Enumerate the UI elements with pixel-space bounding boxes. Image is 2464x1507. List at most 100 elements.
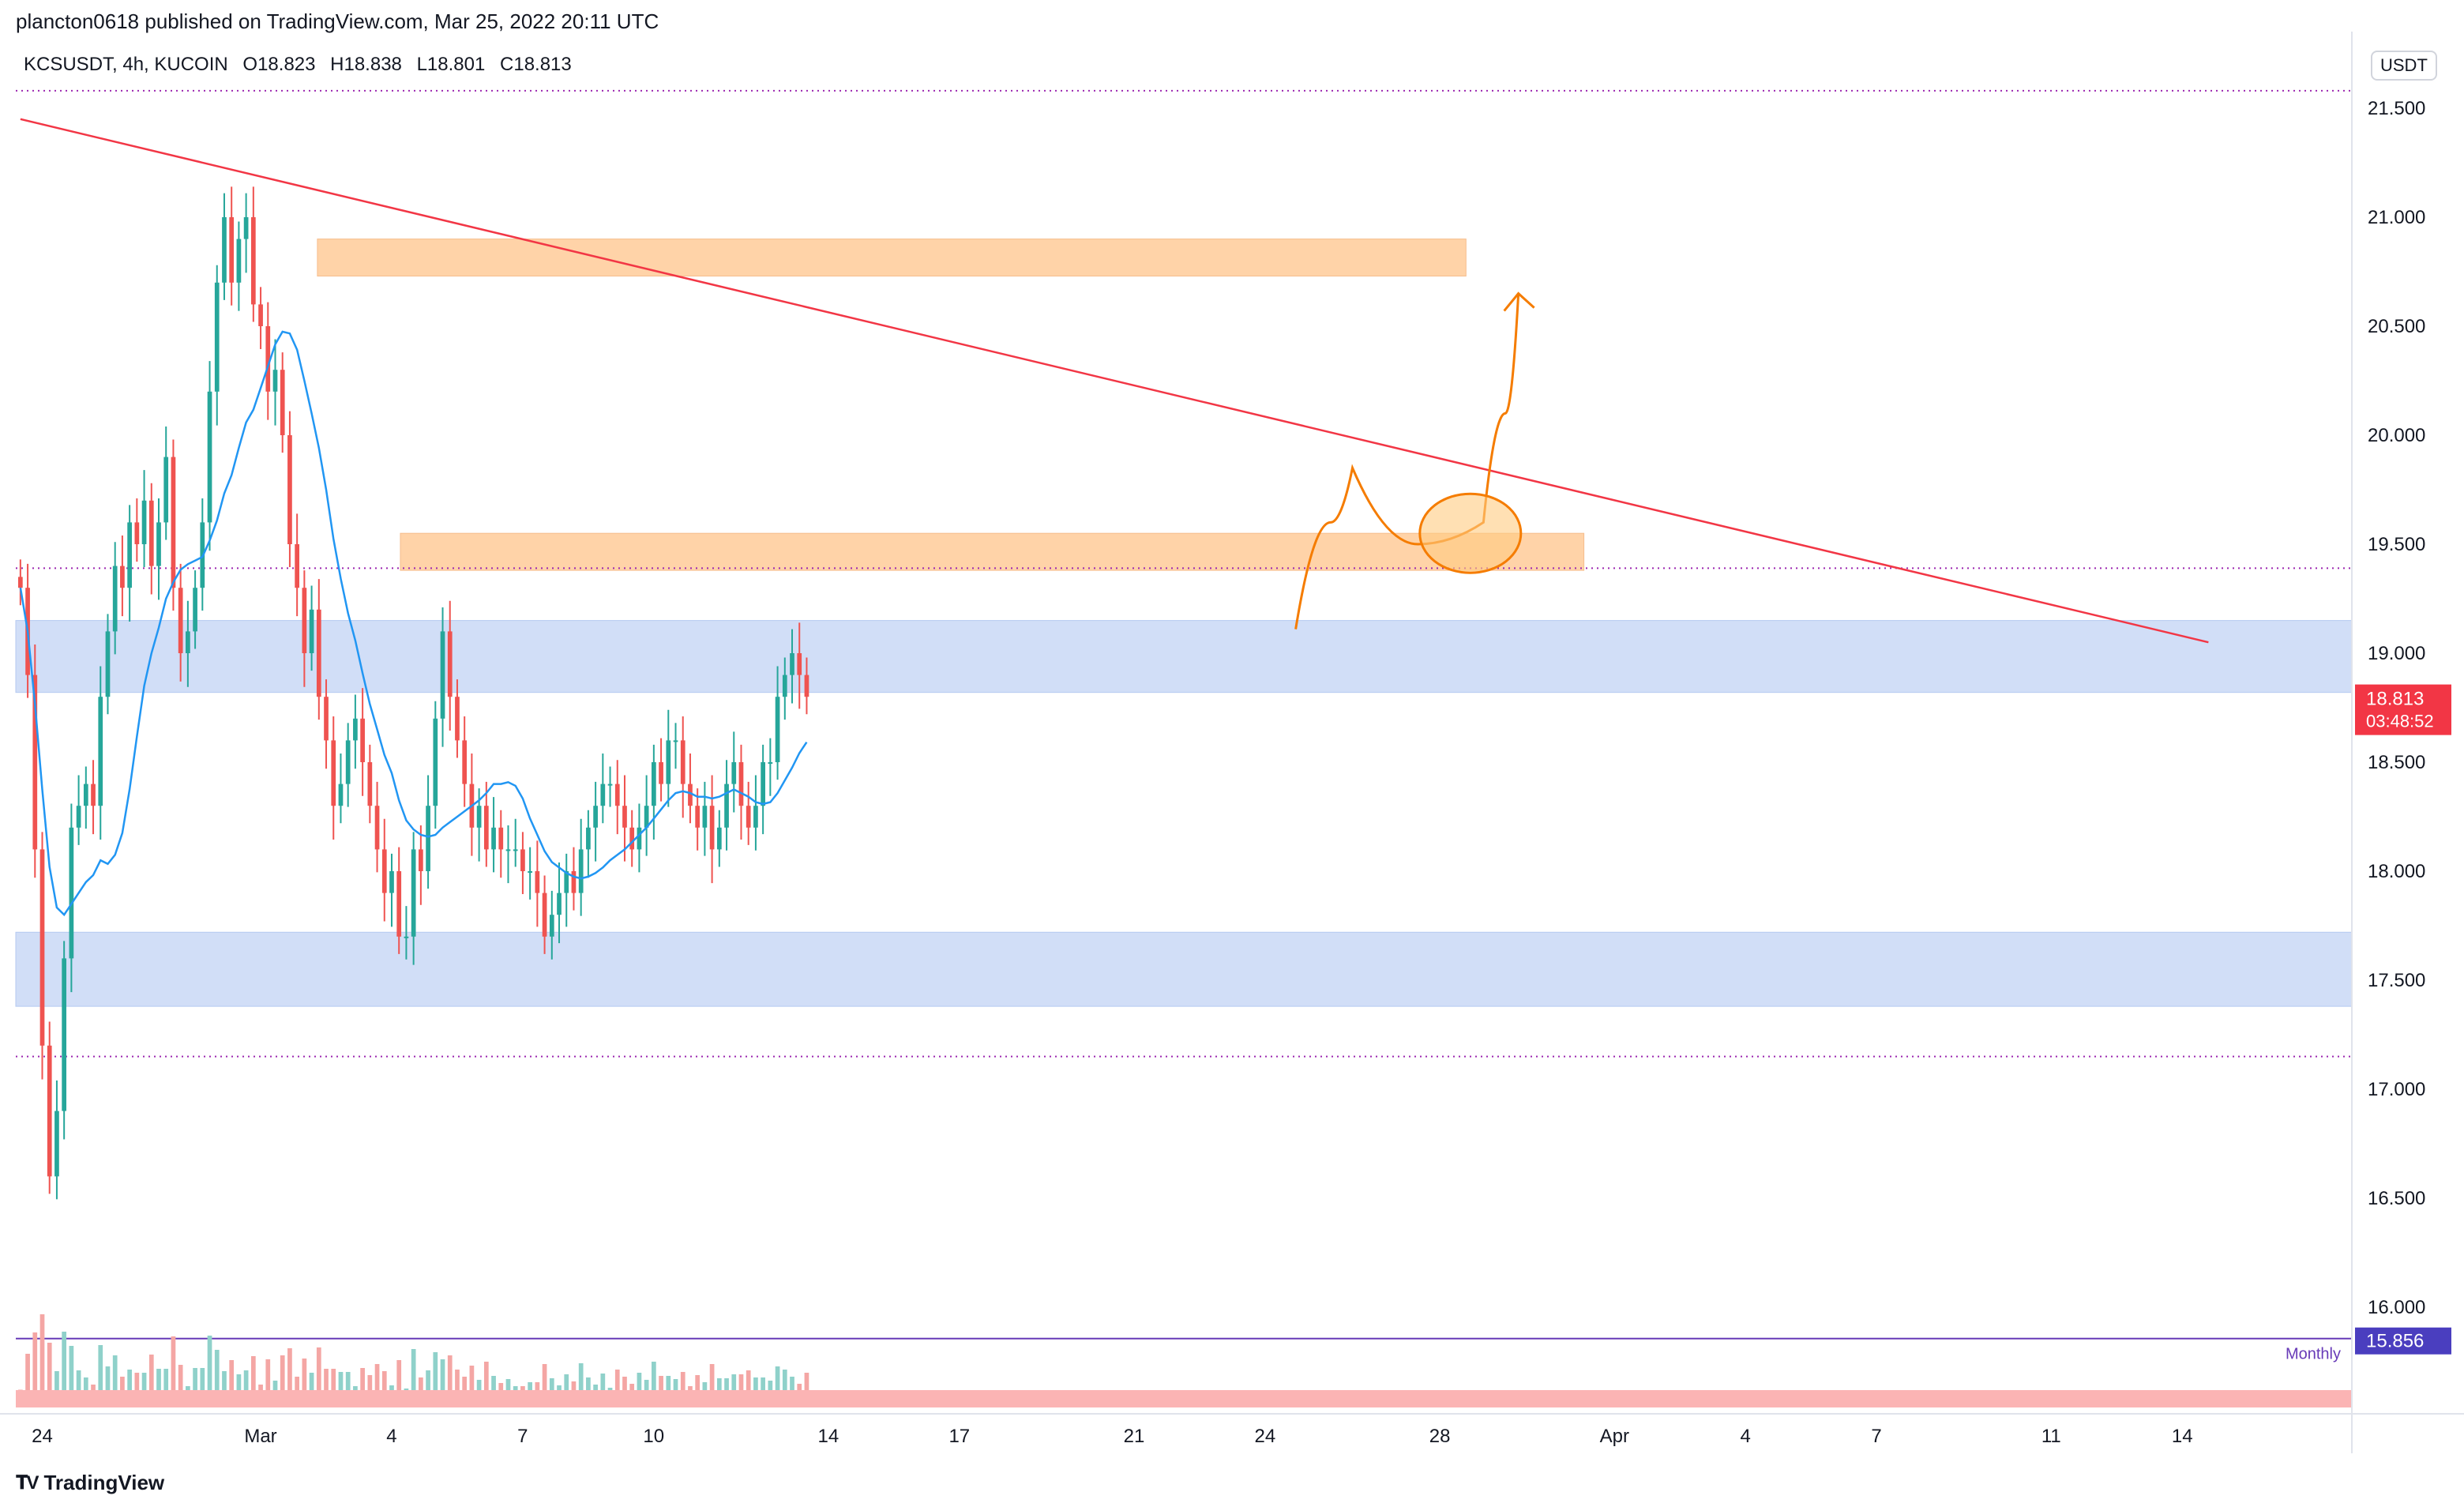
- y-tick-label: 20.500: [2368, 316, 2425, 337]
- monthly-level-label: Monthly: [2286, 1346, 2341, 1363]
- candle-body: [316, 609, 321, 697]
- candle-body: [731, 762, 737, 784]
- candle-body: [265, 326, 271, 392]
- open-value: O18.823: [242, 54, 316, 75]
- volume-bar: [127, 1370, 132, 1407]
- candle-body: [163, 457, 169, 523]
- candle-body: [702, 806, 708, 828]
- candle-body: [659, 762, 663, 784]
- volume-bar: [25, 1354, 30, 1407]
- projection-path: [1294, 293, 1520, 629]
- candle-body: [127, 522, 132, 588]
- volume-bar: [455, 1370, 460, 1407]
- candle-body: [236, 239, 242, 283]
- candle-body: [229, 217, 235, 283]
- x-tick-label: 4: [1741, 1426, 1751, 1447]
- candle-body: [76, 806, 81, 828]
- volume-bar: [324, 1369, 329, 1407]
- volume-bar: [112, 1355, 118, 1407]
- tradingview-logo[interactable]: 𝐓V TradingView: [16, 1471, 164, 1495]
- axis-layer: 16.000 16.500 17.000 17.500 18.000 18.500 19.0…: [0, 32, 2464, 1453]
- volume-bar: [243, 1370, 249, 1407]
- candle-body: [483, 806, 489, 850]
- volume-bar: [360, 1368, 365, 1407]
- candle-body: [280, 370, 285, 435]
- candle-body: [761, 762, 765, 806]
- candle-body: [614, 784, 620, 806]
- candle-body: [367, 762, 373, 806]
- zone-support-lower: [15, 931, 2353, 1007]
- last-price-value: 18.813: [2366, 689, 2424, 710]
- candle-body: [709, 806, 715, 850]
- y-tick-label: 20.000: [2368, 425, 2425, 446]
- y-tick-label: 21.000: [2368, 207, 2425, 228]
- candle-body: [258, 304, 263, 326]
- drawings-layer: [20, 118, 2209, 644]
- volume-band: [16, 1390, 2352, 1407]
- candle-body: [32, 675, 38, 850]
- volume-bar: [440, 1359, 445, 1407]
- candle-body: [243, 217, 249, 239]
- volume-bar: [76, 1370, 81, 1407]
- y-tick-label: 18.500: [2368, 752, 2425, 773]
- moving-average-line: [19, 330, 808, 917]
- volume-bar: [302, 1359, 307, 1407]
- volume-bar: [163, 1369, 169, 1407]
- candle-body: [462, 740, 468, 784]
- volume-bar: [345, 1372, 351, 1407]
- candle-body: [171, 457, 176, 588]
- close-value: C18.813: [500, 54, 572, 75]
- candle-body: [353, 718, 358, 741]
- x-tick-label: Apr: [1600, 1426, 1629, 1447]
- candle-body: [324, 697, 329, 741]
- symbol-pair[interactable]: KCSUSDT, 4h, KUCOIN: [24, 54, 228, 75]
- x-tick-label: 7: [1871, 1426, 1881, 1447]
- candle-body: [440, 631, 445, 719]
- candle-body: [498, 827, 504, 850]
- x-tick-label: 14: [2172, 1426, 2193, 1447]
- volume-bar: [250, 1356, 256, 1407]
- candle-body: [455, 697, 460, 741]
- candle-body: [716, 827, 722, 850]
- volume-bar: [331, 1369, 336, 1407]
- candle-body: [586, 827, 591, 850]
- volume-bar: [469, 1366, 475, 1407]
- volume-bar: [105, 1366, 111, 1407]
- candle-body: [782, 675, 787, 697]
- x-tick-label: 4: [386, 1426, 396, 1447]
- volume-bar: [426, 1370, 430, 1407]
- candle-body: [309, 609, 314, 653]
- candle-body: [250, 217, 256, 305]
- projection-arrowhead: [1503, 291, 1535, 312]
- candle-body: [302, 588, 307, 653]
- x-tick-label: 10: [643, 1426, 664, 1447]
- y-tick-label: 19.500: [2368, 534, 2425, 555]
- candle-body: [156, 522, 161, 566]
- candle-body: [331, 740, 336, 806]
- candle-body: [629, 827, 635, 850]
- candle-body: [374, 806, 380, 850]
- candle-body: [491, 827, 496, 850]
- candle-body: [528, 871, 533, 873]
- volume-bar: [32, 1332, 38, 1407]
- volume-bar: [542, 1364, 547, 1407]
- candle-body: [724, 784, 729, 828]
- candle-body: [593, 806, 598, 828]
- volume-bar: [652, 1362, 656, 1407]
- currency-selector[interactable]: USDT: [2371, 51, 2437, 81]
- y-tick-label: 17.000: [2368, 1079, 2425, 1100]
- volume-bar: [396, 1360, 402, 1407]
- volume-bar: [148, 1355, 154, 1407]
- volume-bar: [483, 1362, 489, 1407]
- candle-body: [120, 566, 125, 588]
- candle-body: [520, 849, 525, 871]
- volume-bar: [374, 1364, 380, 1407]
- x-tick-label: 14: [818, 1426, 839, 1447]
- x-tick-label: 21: [1124, 1426, 1145, 1447]
- candle-body: [39, 849, 45, 1046]
- candle-body: [644, 806, 649, 828]
- candle-body: [607, 784, 613, 786]
- candle-body: [295, 544, 300, 588]
- candle-body: [768, 762, 773, 764]
